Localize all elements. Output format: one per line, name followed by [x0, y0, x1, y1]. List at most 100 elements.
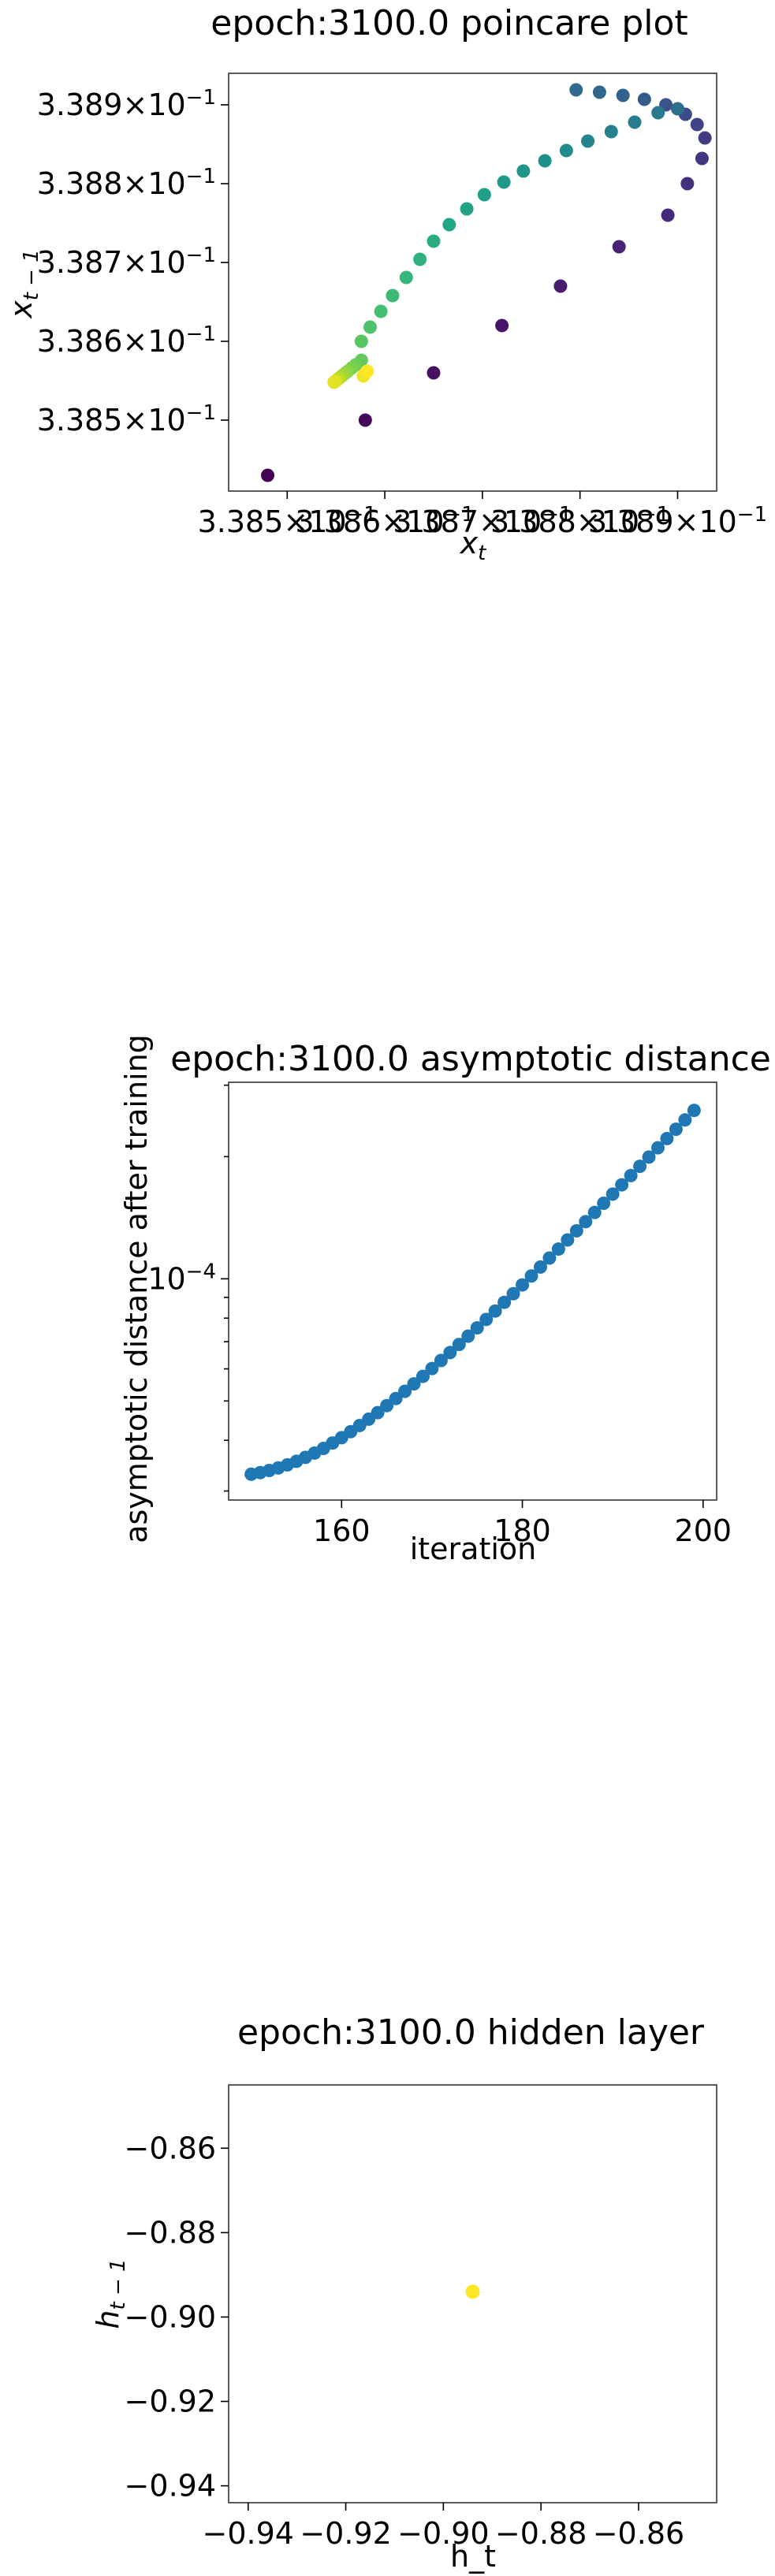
- poincare-point: [538, 154, 552, 168]
- asymptotic-point: [678, 1113, 692, 1127]
- poincare-point: [592, 85, 606, 99]
- asymptotic-point: [615, 1178, 629, 1192]
- asymptotic-point: [687, 1104, 701, 1118]
- poincare-point: [354, 334, 368, 348]
- asymptotic-y-tick-label: 10−4: [147, 1260, 216, 1296]
- asymptotic-point: [415, 1369, 430, 1383]
- hidden-x-tick-label: −0.86: [593, 2516, 684, 2551]
- asymptotic-point: [605, 1187, 620, 1201]
- hidden-y-tick-label: −0.90: [125, 2299, 216, 2334]
- poincare-point: [553, 279, 568, 293]
- poincare-point: [695, 151, 709, 166]
- hidden-x-ticks: −0.94 −0.92 −0.90 −0.88 −0.86: [203, 2503, 684, 2551]
- hidden-title: epoch:3100.0 hidden layer: [237, 2012, 705, 2053]
- poincare-points: [261, 83, 712, 482]
- hidden-ylabel: ht − 1: [91, 2258, 130, 2328]
- poincare-y-tick-label: 3.386×10−1: [37, 322, 216, 359]
- hidden-points: [465, 2284, 480, 2299]
- asymptotic-x-tick-label: 160: [313, 1513, 371, 1548]
- asymptotic-point: [389, 1391, 403, 1405]
- asymptotic-point: [669, 1122, 683, 1137]
- asymptotic-points: [244, 1104, 701, 1481]
- asymptotic-point: [551, 1242, 565, 1256]
- asymptotic-point: [587, 1205, 602, 1219]
- hidden-y-tick-label: −0.92: [125, 2384, 216, 2419]
- poincare-point: [460, 202, 474, 216]
- poincare-point: [386, 288, 400, 303]
- asymptotic-point: [506, 1286, 520, 1301]
- hidden-x-tick-label: −0.94: [203, 2516, 294, 2551]
- poincare-y-tick-label: 3.385×10−1: [37, 401, 216, 437]
- poincare-point: [374, 304, 388, 318]
- asymptotic-x-tick-label: 180: [494, 1513, 551, 1548]
- poincare-plot-area: [228, 73, 717, 492]
- poincare-point: [497, 175, 511, 189]
- poincare-point: [413, 252, 427, 266]
- hidden-layer-chart: epoch:3100.0 hidden layer −0.94 −0.92 −0.9…: [91, 2012, 717, 2574]
- poincare-point: [604, 125, 618, 139]
- hidden-point: [465, 2284, 480, 2299]
- asymptotic-point: [461, 1329, 475, 1343]
- poincare-point: [569, 83, 583, 97]
- poincare-point: [680, 177, 695, 191]
- asymptotic-point: [569, 1223, 583, 1238]
- poincare-y-tick-label: 3.388×10−1: [37, 165, 216, 201]
- hidden-plot-area: [228, 2084, 717, 2503]
- poincare-x-ticks: 3.385×10−13.386×10−13.387×10−13.388×10−1…: [198, 491, 767, 539]
- asymptotic-point: [434, 1353, 448, 1368]
- asymptotic-point: [407, 1377, 421, 1391]
- hidden-x-tick-label: −0.92: [300, 2516, 391, 2551]
- asymptotic-point: [516, 1278, 530, 1292]
- poincare-x-tick-label: 3.389×10−1: [588, 503, 767, 539]
- poincare-point: [612, 240, 626, 254]
- poincare-point: [427, 366, 441, 380]
- asymptotic-ylabel: asymptotic distance after training: [119, 1034, 154, 1543]
- asymptotic-point: [371, 1405, 385, 1420]
- asymptotic-point: [452, 1338, 466, 1352]
- asymptotic-point: [642, 1150, 656, 1164]
- poincare-y-tick-label: 3.389×10−1: [37, 86, 216, 122]
- asymptotic-point: [660, 1131, 674, 1145]
- asymptotic-point: [524, 1269, 538, 1283]
- poincare-point: [495, 318, 509, 333]
- poincare-point: [651, 106, 665, 120]
- hidden-xlabel: h_t: [450, 2539, 496, 2574]
- poincare-point: [442, 218, 456, 232]
- asymptotic-point: [380, 1398, 394, 1413]
- poincare-point: [616, 88, 630, 102]
- hidden-y-tick-label: −0.86: [125, 2131, 216, 2165]
- asymptotic-point: [542, 1251, 557, 1265]
- poincare-point: [427, 234, 441, 248]
- poincare-point: [581, 134, 595, 148]
- asymptotic-point: [597, 1197, 611, 1211]
- poincare-point: [698, 131, 712, 145]
- poincare-point: [661, 208, 675, 222]
- hidden-y-ticks: −0.86 −0.88 −0.90 −0.92 −0.94: [125, 2131, 229, 2503]
- asymptotic-point: [624, 1168, 638, 1182]
- poincare-point: [358, 413, 372, 427]
- poincare-ylabel: xt − 1: [4, 249, 43, 319]
- asymptotic-point: [497, 1295, 512, 1309]
- asymptotic-point: [443, 1346, 457, 1360]
- poincare-point: [399, 270, 413, 285]
- asymptotic-plot-area: [228, 1081, 717, 1501]
- poincare-chart: epoch:3100.0 poincare plot 3.385×10−1 3.3…: [4, 3, 767, 565]
- asymptotic-point: [470, 1321, 484, 1335]
- asymptotic-point: [533, 1260, 547, 1274]
- hidden-y-tick-label: −0.94: [125, 2469, 216, 2503]
- poincare-y-tick-label: 3.387×10−1: [37, 244, 216, 280]
- poincare-y-ticks: 3.385×10−1 3.386×10−1 3.387×10−1 3.388×10−1…: [37, 86, 229, 437]
- poincare-point: [670, 102, 684, 116]
- asymptotic-point: [579, 1215, 593, 1229]
- asymptotic-point: [650, 1141, 665, 1155]
- asymptotic-xlabel: iteration: [410, 1532, 537, 1566]
- hidden-y-tick-label: −0.88: [125, 2215, 216, 2250]
- asymptotic-x-ticks: 160 180 200: [313, 1500, 732, 1548]
- poincare-point: [360, 364, 374, 378]
- poincare-point: [628, 115, 642, 129]
- hidden-x-tick-label: −0.88: [495, 2516, 587, 2551]
- poincare-point: [637, 92, 651, 106]
- asymptotic-chart: epoch:3100.0 asymptotic distance 160 180 2…: [119, 1034, 771, 1566]
- asymptotic-point: [488, 1304, 502, 1318]
